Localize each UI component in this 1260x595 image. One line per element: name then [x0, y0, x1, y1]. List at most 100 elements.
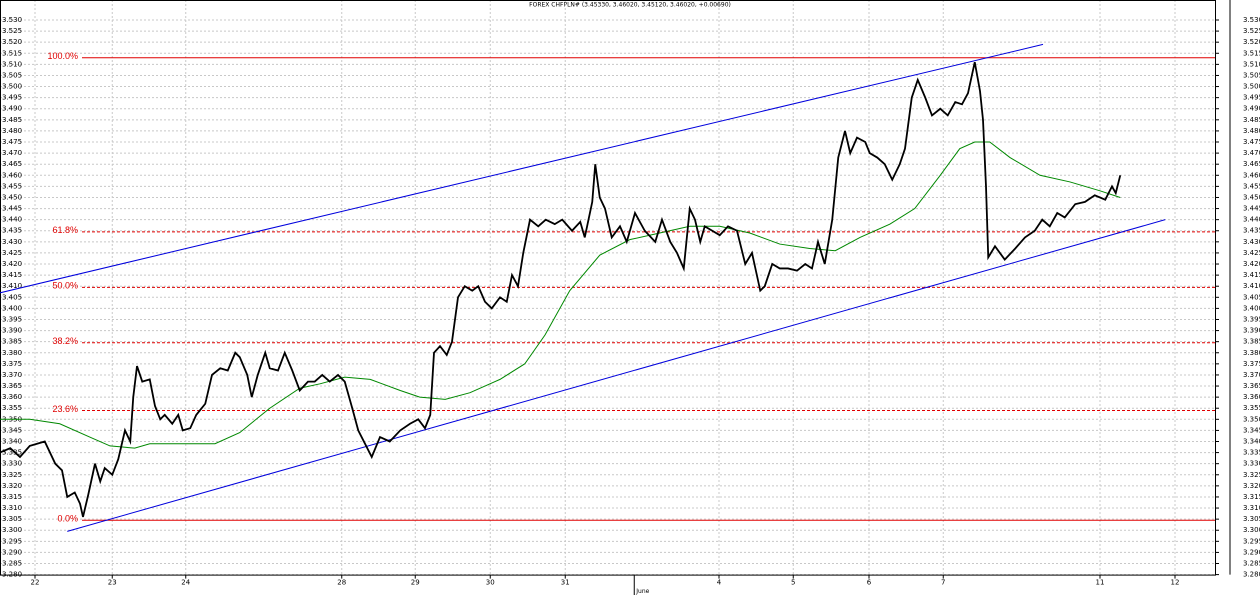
y-tick-label: 3.475 — [2, 138, 22, 146]
y-tick-label: 3.510 — [2, 60, 22, 68]
y-tick-label-right: 3.295 — [1243, 537, 1260, 545]
trend-line — [0, 43, 1044, 294]
y-tick-label-right: 3.385 — [1243, 338, 1260, 346]
y-tick-label: 3.420 — [2, 260, 22, 268]
y-tick-label: 3.485 — [2, 116, 22, 124]
x-tick-label: 23 — [108, 579, 117, 587]
x-tick-label: 30 — [486, 579, 495, 587]
fib-label: 38.2% — [52, 336, 78, 346]
y-tick-label: 3.355 — [2, 404, 22, 412]
y-tick-label: 3.445 — [2, 205, 22, 213]
moving-average — [0, 141, 1121, 449]
y-tick-label-right: 3.330 — [1243, 460, 1260, 468]
y-tick-label: 3.430 — [2, 238, 22, 246]
y-tick-label-right: 3.325 — [1243, 471, 1260, 479]
y-tick-label-right: 3.475 — [1243, 138, 1260, 146]
y-tick-label-right: 3.425 — [1243, 249, 1260, 257]
y-tick-label: 3.360 — [2, 393, 22, 401]
y-tick-label-right: 3.470 — [1243, 149, 1260, 157]
x-tick-label: 7 — [941, 579, 945, 587]
fib-label: 0.0% — [57, 514, 78, 524]
y-tick-label-right: 3.380 — [1243, 349, 1260, 357]
y-tick-label: 3.495 — [2, 94, 22, 102]
y-tick-label-right: 3.490 — [1243, 105, 1260, 113]
y-tick-label: 3.390 — [2, 327, 22, 335]
y-tick-label: 3.490 — [2, 105, 22, 113]
plot-frame — [0, 0, 1216, 576]
trend-line — [67, 219, 1166, 532]
y-tick-label: 3.345 — [2, 426, 22, 434]
y-tick-label: 3.330 — [2, 460, 22, 468]
x-tick-label: 12 — [1171, 579, 1180, 587]
y-tick-label: 3.295 — [2, 537, 22, 545]
y-tick-label-right: 3.450 — [1243, 193, 1260, 201]
y-tick-label-right: 3.305 — [1243, 515, 1260, 523]
y-tick-label-right: 3.375 — [1243, 360, 1260, 368]
y-tick-label: 3.290 — [2, 548, 22, 556]
y-tick-label-right: 3.455 — [1243, 182, 1260, 190]
x-tick-label: 4 — [717, 579, 722, 587]
fib-label: 100.0% — [47, 51, 78, 61]
y-tick-label: 3.395 — [2, 315, 22, 323]
y-tick-label-right: 3.505 — [1243, 71, 1260, 79]
y-tick-label: 3.385 — [2, 338, 22, 346]
fib-label: 23.6% — [52, 404, 78, 414]
y-tick-label-right: 3.510 — [1243, 60, 1260, 68]
y-tick-label: 3.375 — [2, 360, 22, 368]
y-tick-label-right: 3.530 — [1243, 16, 1260, 24]
y-tick-label: 3.380 — [2, 349, 22, 357]
y-tick-label-right: 3.415 — [1243, 271, 1260, 279]
y-tick-label: 3.300 — [2, 526, 22, 534]
y-tick-label-right: 3.320 — [1243, 482, 1260, 490]
x-tick-label: 24 — [181, 579, 190, 587]
y-tick-label: 3.305 — [2, 515, 22, 523]
x-tick-label: 6 — [867, 579, 872, 587]
y-tick-label-right: 3.480 — [1243, 127, 1260, 135]
y-tick-label-right: 3.300 — [1243, 526, 1260, 534]
y-tick-label-right: 3.520 — [1243, 38, 1260, 46]
y-tick-label: 3.400 — [2, 304, 22, 312]
x-tick-label: 5 — [791, 579, 795, 587]
y-tick-label-right: 3.340 — [1243, 437, 1260, 445]
y-tick-label: 3.480 — [2, 127, 22, 135]
y-tick-label-right: 3.400 — [1243, 304, 1260, 312]
x-tick-label: 28 — [337, 579, 346, 587]
y-tick-label: 3.415 — [2, 271, 22, 279]
month-label: June — [635, 588, 649, 595]
y-tick-label: 3.525 — [2, 27, 22, 35]
y-tick-label-right: 3.365 — [1243, 382, 1260, 390]
y-tick-label: 3.465 — [2, 160, 22, 168]
y-tick-label-right: 3.465 — [1243, 160, 1260, 168]
y-tick-label-right: 3.360 — [1243, 393, 1260, 401]
y-tick-label-right: 3.515 — [1243, 49, 1260, 57]
y-tick-label-right: 3.410 — [1243, 282, 1260, 290]
fib-label: 50.0% — [52, 281, 78, 291]
y-tick-label: 3.500 — [2, 83, 22, 91]
y-tick-label: 3.320 — [2, 482, 22, 490]
y-tick-label-right: 3.395 — [1243, 315, 1260, 323]
y-tick-label-right: 3.280 — [1243, 571, 1260, 579]
y-tick-label: 3.520 — [2, 38, 22, 46]
y-tick-label: 3.325 — [2, 471, 22, 479]
y-tick-label-right: 3.290 — [1243, 548, 1260, 556]
y-tick-label: 3.410 — [2, 282, 22, 290]
y-tick-label-right: 3.440 — [1243, 216, 1260, 224]
price-line — [0, 61, 1122, 518]
y-tick-label-right: 3.285 — [1243, 560, 1260, 568]
y-tick-label: 3.455 — [2, 182, 22, 190]
y-tick-label: 3.335 — [2, 449, 22, 457]
y-tick-label: 3.470 — [2, 149, 22, 157]
y-tick-label: 3.370 — [2, 371, 22, 379]
y-tick-label: 3.405 — [2, 293, 22, 301]
y-tick-label: 3.310 — [2, 504, 22, 512]
y-tick-label-right: 3.445 — [1243, 205, 1260, 213]
y-tick-label: 3.285 — [2, 560, 22, 568]
y-tick-label-right: 3.525 — [1243, 27, 1260, 35]
y-tick-label-right: 3.430 — [1243, 238, 1260, 246]
y-tick-label: 3.365 — [2, 382, 22, 390]
y-tick-label-right: 3.315 — [1243, 493, 1260, 501]
y-tick-label: 3.340 — [2, 437, 22, 445]
fib-label: 61.8% — [52, 225, 78, 235]
y-tick-label-right: 3.420 — [1243, 260, 1260, 268]
